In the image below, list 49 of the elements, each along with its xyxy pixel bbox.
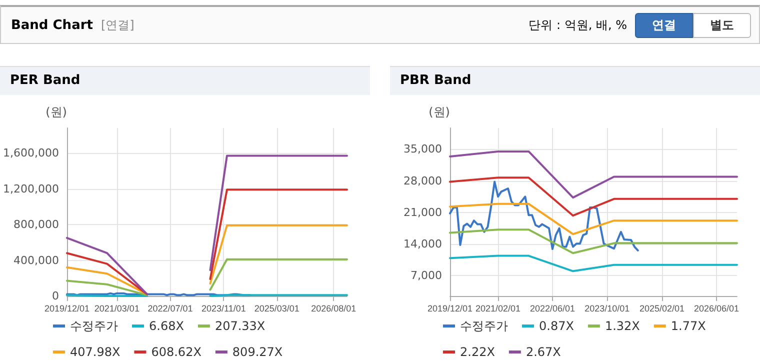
y-tick-label: 14,000 xyxy=(404,238,442,251)
legend-label: 809.27X xyxy=(232,345,283,359)
text: 단위 : 억원, 배, % xyxy=(528,16,627,34)
x-tick-label: 2025/03/01 xyxy=(254,304,300,314)
x-tick-label: 2023/10/01 xyxy=(584,304,630,314)
legend-label: 수정주가 xyxy=(460,319,508,333)
legend-label: 6.68X xyxy=(149,319,184,333)
y-tick-label: 800,000 xyxy=(13,218,59,232)
y-axis-title: (원) xyxy=(46,105,67,119)
x-tick-label: 2021/02/01 xyxy=(476,304,521,314)
chart-title: PER Band xyxy=(0,67,370,95)
y-tick-label: 400,000 xyxy=(13,254,59,267)
legend-label: 1.77X xyxy=(670,319,706,333)
line-series xyxy=(449,228,738,254)
x-tick-label: 2026/08/01 xyxy=(311,304,356,314)
text: 연결 xyxy=(635,12,693,38)
y-tick-label: 28,000 xyxy=(404,174,442,188)
legend-label: 1.32X xyxy=(604,319,640,333)
line-series xyxy=(449,180,639,252)
x-tick-label: 2023/11/01 xyxy=(201,304,246,314)
y-tick-label: 1,200,000 xyxy=(3,182,59,196)
y-tick-label: 35,000 xyxy=(404,142,442,156)
legend-label: 608.62X xyxy=(151,345,202,359)
y-tick-label: 1,600,000 xyxy=(3,146,59,160)
legend-label: 0.87X xyxy=(539,319,574,333)
x-tick-label: 2019/12/01 xyxy=(44,304,90,314)
x-tick-label: 2026/06/01 xyxy=(694,304,739,314)
legend-label: 수정주가 xyxy=(70,319,118,333)
legend-label: 2.67X xyxy=(526,345,561,359)
text: Band Chart xyxy=(11,18,93,32)
legend-label: 2.22X xyxy=(460,345,495,359)
y-tick-label: 21,000 xyxy=(404,206,442,219)
x-tick-label: 2022/06/01 xyxy=(530,304,575,314)
x-tick-label: 2025/02/01 xyxy=(640,304,685,314)
line-series xyxy=(449,176,738,217)
y-tick-label: 0 xyxy=(52,290,59,302)
y-tick-label: 7,000 xyxy=(410,269,442,282)
legend-label: 407.98X xyxy=(70,345,120,359)
text: [연결] xyxy=(100,16,134,34)
x-tick-label: 2019/12/01 xyxy=(427,304,473,314)
x-tick-label: 2022/07/01 xyxy=(148,304,193,314)
line-series xyxy=(449,254,738,272)
line-series xyxy=(449,150,738,199)
text: 별도 xyxy=(693,12,751,38)
legend-label: 207.33X xyxy=(214,319,266,333)
chart-title: PBR Band xyxy=(390,67,760,95)
line-series xyxy=(449,202,738,236)
x-tick-label: 2021/03/01 xyxy=(94,304,140,314)
y-axis-title: (원) xyxy=(428,105,450,119)
